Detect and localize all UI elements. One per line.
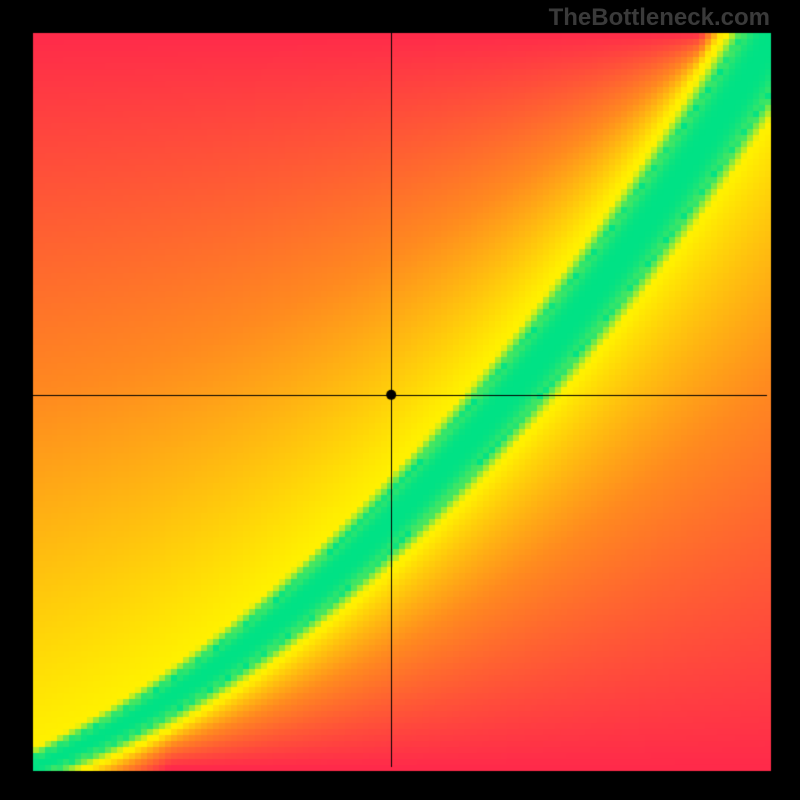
bottleneck-heatmap bbox=[0, 0, 800, 800]
chart-container: { "canvas": { "width": 800, "height": 80… bbox=[0, 0, 800, 800]
watermark-text: TheBottleneck.com bbox=[549, 4, 770, 32]
